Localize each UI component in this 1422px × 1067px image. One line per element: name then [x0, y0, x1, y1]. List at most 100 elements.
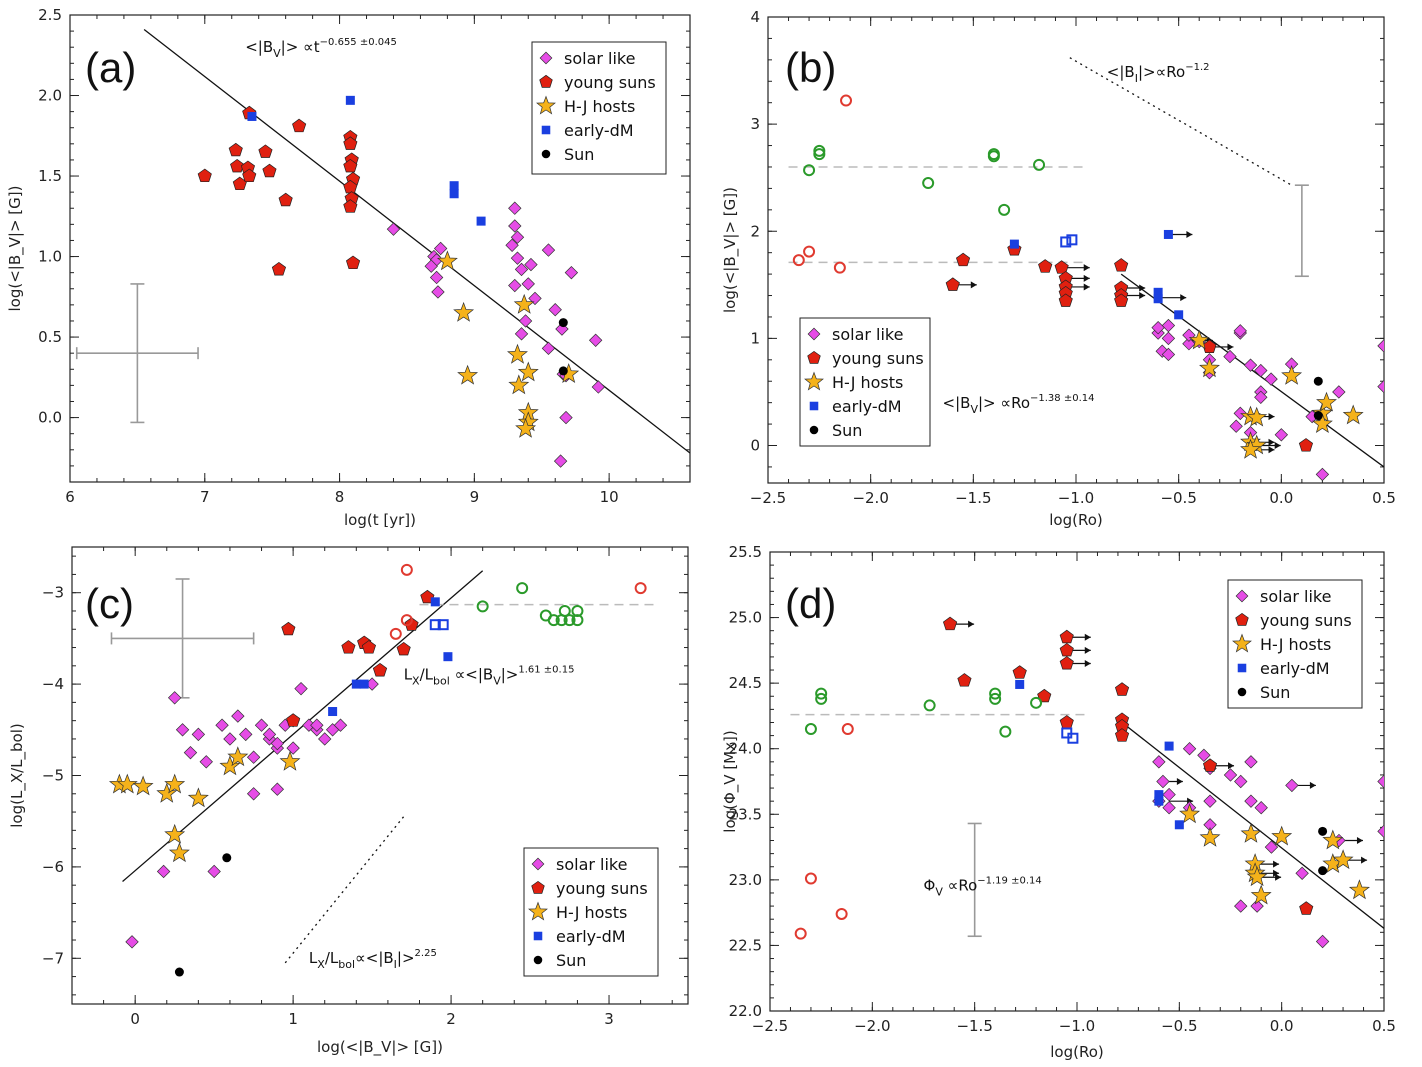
solar-like-point [431, 285, 445, 299]
h-j-hosts-point [517, 361, 539, 382]
h-j-hosts-point [1271, 825, 1293, 846]
early-dm-point [1015, 679, 1025, 689]
young-suns-point [1114, 293, 1129, 307]
red-open-point [794, 927, 807, 940]
annotation-text: <|B [245, 38, 273, 56]
y-tick-label: 3 [750, 115, 760, 133]
y-tick-label: 24.0 [729, 740, 762, 758]
h-j-hosts-point [507, 343, 528, 364]
early-dm-point [247, 111, 257, 121]
y-tick-label: 24.5 [729, 674, 762, 692]
solar-like-point [1243, 358, 1258, 372]
data-layer [108, 563, 657, 977]
y-tick-label: 2 [750, 222, 760, 240]
solar-like-point [508, 278, 522, 293]
solar-like-point [1254, 390, 1268, 404]
young-suns-point [1038, 259, 1053, 273]
legend: solar like young suns H-J hosts early-dM Sun [523, 847, 659, 977]
solar-like-point [521, 277, 535, 291]
sun-point [558, 318, 568, 328]
x-tick-label: −1.5 [956, 1017, 992, 1035]
young-suns-point [1058, 293, 1073, 307]
x-tick-label: 2 [446, 1010, 456, 1028]
legend-marker [1232, 633, 1252, 653]
h-j-hosts-point [168, 842, 190, 863]
annotation-sub2: bol [433, 675, 450, 688]
y-tick-label: 1.5 [38, 167, 62, 185]
legend-label: young suns [832, 349, 924, 368]
young-suns-point [197, 168, 212, 183]
solar-like-point [231, 709, 245, 723]
solar-like-point [528, 291, 542, 306]
y-tick-label: −6 [42, 858, 64, 876]
young-suns-point [1059, 656, 1074, 670]
green-open-point [804, 723, 817, 736]
x-axis-label: log(Ro) [1049, 511, 1103, 529]
limit-arrow-head [970, 281, 977, 289]
legend-marker [528, 901, 548, 921]
annotation-sup: −1.38 ±0.14 [1030, 393, 1094, 404]
h-j-hosts-point [1281, 364, 1303, 385]
solar-like-point [1254, 801, 1268, 815]
solid-line [1120, 273, 1384, 468]
legend-marker [804, 371, 824, 391]
y-tick-label: 4 [750, 8, 760, 26]
h-j-hosts-point [1348, 879, 1370, 900]
green-open-point [989, 692, 1002, 705]
green-open-point [558, 604, 571, 617]
fit-annotation: <|BV|> ∝t−0.655 ±0.045 [245, 37, 397, 60]
early-dm-point [328, 707, 338, 717]
legend-label: early-dM [564, 121, 634, 140]
x-tick-label: −2.5 [750, 489, 786, 507]
y-tick-label: 25.0 [729, 609, 762, 627]
young-suns-point [396, 641, 411, 656]
legend-label: Sun [564, 145, 594, 164]
young-suns-point [361, 640, 377, 654]
solar-like-point [1254, 363, 1268, 378]
x-tick-label: 0.0 [1269, 489, 1293, 507]
y-axis-label: log(L_X/L_bol) [8, 723, 27, 827]
y-tick-label: 23.5 [729, 805, 762, 823]
early-dm-point [1153, 294, 1163, 304]
legend: solar like young suns H-J hosts early-dM Sun [799, 317, 931, 447]
solar-like-point [548, 302, 562, 317]
limit-arrow-head [1084, 646, 1091, 654]
h-j-hosts-point [1332, 849, 1354, 870]
solar-like-point [510, 251, 525, 265]
h-j-hosts-point [279, 750, 301, 771]
solar-like-point [588, 333, 603, 347]
solar-like-point [125, 935, 139, 949]
early-dm-point [1164, 741, 1174, 751]
early-dm-point [449, 181, 459, 191]
solar-like-point [1250, 899, 1264, 913]
panel-d: −2.5 −2.0 −1.5 −1.0 −0.5 0.0 0.5 22.0 22.5 23.0 23… [721, 543, 1396, 1061]
legend-marker [809, 401, 819, 411]
red-open-point [840, 94, 853, 107]
solar-like-point [318, 732, 332, 746]
plot-frame [69, 14, 691, 483]
panel-label: (c) [85, 580, 134, 627]
x-tick-label: 0 [130, 1010, 140, 1028]
annotation-text: <|B [943, 394, 971, 412]
h-j-hosts-point [1188, 329, 1210, 350]
young-suns-point [1054, 260, 1069, 274]
solar-like-point [246, 787, 261, 801]
annotation-text: Φ [924, 876, 936, 894]
solar-like-point [1377, 774, 1384, 789]
solar-like-point [1151, 320, 1165, 335]
solar-like-point [1274, 428, 1289, 442]
solar-like-point [1223, 768, 1238, 782]
red-open-point [835, 907, 848, 920]
limit-arrow-head [1083, 283, 1090, 291]
solar-like-point [1229, 419, 1243, 433]
annotation-sub: X [317, 958, 325, 971]
legend-label: early-dM [832, 397, 902, 416]
y-axis-label: log(<|B_V|> [G]) [6, 186, 25, 312]
green-open-point [989, 687, 1002, 700]
early-dm-point [443, 652, 453, 662]
young-suns-point [343, 199, 358, 213]
early-dm-point [1174, 820, 1184, 830]
h-j-hosts-point [1311, 413, 1333, 434]
sun-point [1318, 826, 1328, 836]
limit-arrow-head [1273, 860, 1280, 868]
